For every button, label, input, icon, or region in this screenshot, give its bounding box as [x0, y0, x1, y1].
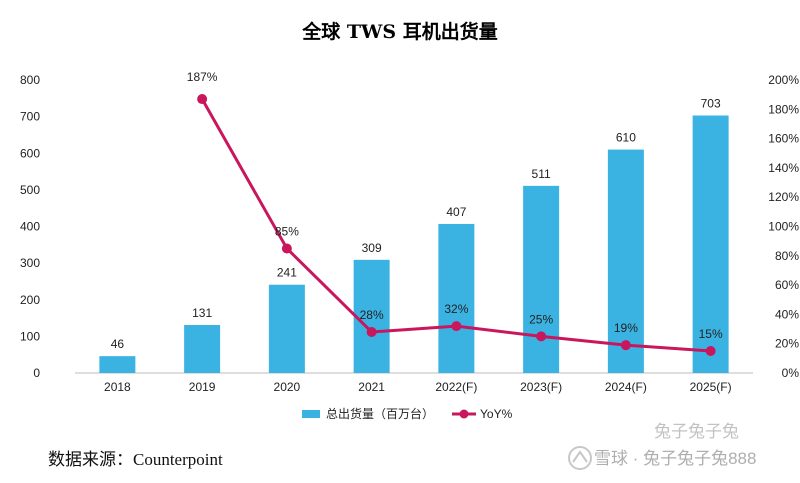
yoy-value-label: 25% — [529, 312, 553, 326]
y-right-tick-label: 80% — [775, 249, 799, 263]
x-tick-label: 2025(F) — [690, 380, 732, 394]
y-right-tick-label: 40% — [775, 307, 799, 321]
bar — [99, 356, 136, 373]
y-left-tick-label: 200 — [20, 293, 40, 307]
x-tick-label: 2023(F) — [520, 380, 562, 394]
bar-series — [99, 115, 729, 374]
bar — [184, 325, 221, 373]
legend-label-line: YoY% — [480, 407, 513, 421]
yoy-point — [620, 340, 631, 351]
y-right-tick-label: 20% — [775, 337, 799, 351]
x-tick-label: 2021 — [358, 380, 385, 394]
x-tick-label: 2024(F) — [605, 380, 647, 394]
legend: 总出货量（百万台） YoY% — [302, 406, 513, 421]
watermark-text: 雪球 · 兔子兔子兔888 — [594, 449, 756, 468]
source-note: 数据来源：Counterpoint — [48, 450, 223, 469]
bar-value-label: 511 — [532, 167, 551, 181]
yoy-value-label: 19% — [614, 321, 638, 335]
bar-value-label: 610 — [616, 131, 636, 145]
y-left-tick-label: 500 — [20, 183, 40, 197]
x-tick-label: 2019 — [189, 380, 216, 394]
watermark-overlay-text: 兔子兔子兔 — [654, 422, 739, 441]
x-tick-label: 2020 — [274, 380, 301, 394]
y-right-tick-label: 160% — [768, 132, 799, 146]
bar — [353, 259, 390, 373]
yoy-point — [281, 243, 292, 254]
y-right-tick-label: 200% — [768, 73, 799, 87]
yoy-point — [366, 326, 377, 337]
yoy-line-series — [197, 94, 716, 357]
y-right-tick-label: 0% — [782, 366, 800, 380]
bar — [692, 115, 729, 374]
legend-label-bar: 总出货量（百万台） — [326, 406, 434, 421]
y-left-tick-label: 300 — [20, 256, 40, 270]
yoy-value-label: 32% — [444, 302, 468, 316]
y-right-tick-label: 100% — [768, 220, 799, 234]
bar-value-label: 131 — [192, 306, 212, 320]
y-left-tick-label: 600 — [20, 146, 40, 160]
bar-value-label: 309 — [362, 241, 382, 255]
snowball-icon-mark — [572, 450, 588, 463]
snowball-icon — [568, 446, 592, 470]
bar-value-label: 703 — [701, 97, 721, 111]
y-right-tick-label: 120% — [768, 190, 799, 204]
y-left-tick-label: 800 — [20, 73, 40, 87]
legend-swatch-bar — [302, 410, 320, 418]
legend-marker-line — [459, 409, 469, 419]
x-tick-label: 2018 — [104, 380, 131, 394]
bar-value-label: 241 — [277, 266, 297, 280]
yoy-point — [197, 94, 208, 105]
axes: 0 100 200 300 400 500 600 700 800 0% 20% 40% 60% 80% 1… — [20, 73, 799, 394]
snowball-icon-ring — [568, 446, 592, 470]
yoy-point — [451, 321, 462, 332]
yoy-point — [536, 331, 547, 342]
yoy-value-label: 28% — [360, 308, 384, 322]
yoy-value-label: 187% — [187, 70, 218, 84]
yoy-value-label: 15% — [699, 327, 723, 341]
bar-value-label: 46 — [111, 337, 125, 351]
y-right-tick-label: 180% — [768, 102, 799, 116]
y-left-tick-label: 100 — [20, 329, 40, 343]
yoy-point — [705, 346, 716, 357]
y-left-tick-label: 0 — [33, 366, 40, 380]
bar — [523, 185, 560, 373]
y-left-tick-label: 400 — [20, 220, 40, 234]
y-right-tick-label: 60% — [775, 278, 799, 292]
bar — [607, 149, 644, 373]
y-right-tick-label: 140% — [768, 161, 799, 175]
bar — [438, 223, 475, 373]
watermark: 雪球 · 兔子兔子兔888 兔子兔子兔 — [568, 422, 756, 470]
x-tick-label: 2022(F) — [435, 380, 477, 394]
chart-title: 全球 TWS 耳机出货量 — [301, 20, 497, 43]
y-left-tick-label: 700 — [20, 110, 40, 124]
bar-value-label: 407 — [446, 205, 466, 219]
data-labels: 46 131 241 309 407 511 610 703 187% 85% 28% 32% 25% 1… — [111, 70, 723, 351]
bar — [268, 284, 305, 373]
yoy-value-label: 85% — [275, 224, 299, 238]
